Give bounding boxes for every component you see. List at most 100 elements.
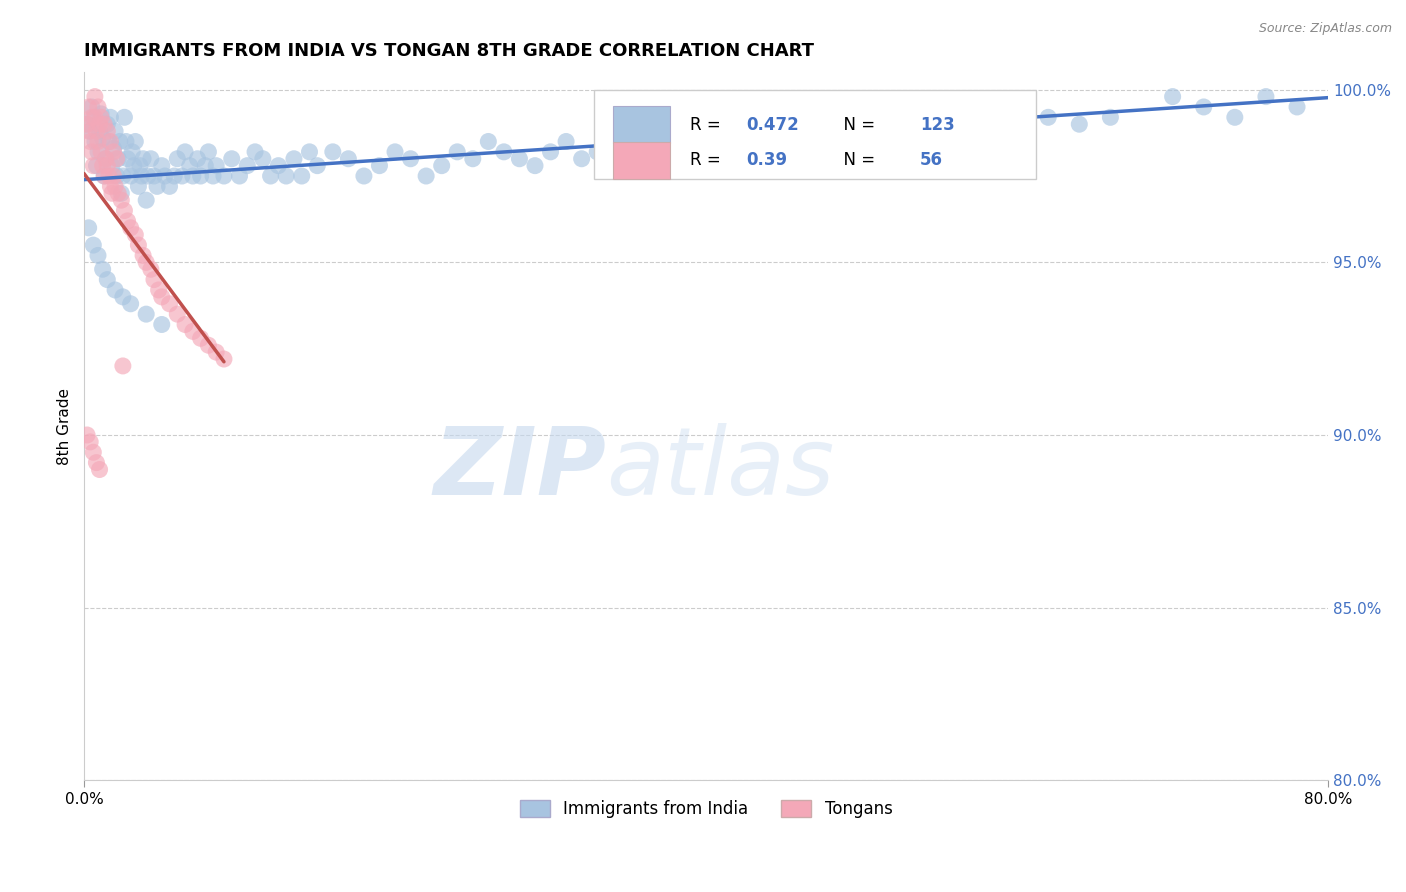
Point: [94, 152, 117, 166]
Point: [83, 111, 105, 125]
Point: [87, 135, 110, 149]
Text: N =: N =: [832, 152, 880, 169]
Point: [194, 159, 217, 173]
Point: [633, 135, 655, 149]
Point: [298, 145, 321, 159]
Point: [79, 135, 101, 149]
Point: [205, 159, 228, 173]
Text: IMMIGRANTS FROM INDIA VS TONGAN 8TH GRADE CORRELATION CHART: IMMIGRANTS FROM INDIA VS TONGAN 8TH GRAD…: [84, 42, 814, 60]
Point: [80, 111, 103, 125]
Point: [86, 456, 108, 470]
Point: [186, 152, 208, 166]
Point: [105, 169, 128, 183]
Point: [77, 220, 100, 235]
Point: [83, 135, 105, 149]
Point: [190, 331, 212, 345]
Text: atlas: atlas: [606, 424, 835, 515]
Point: [83, 89, 105, 103]
Point: [1005, 100, 1028, 114]
Text: 56: 56: [920, 152, 943, 169]
Point: [104, 283, 127, 297]
Point: [80, 100, 103, 114]
Point: [108, 135, 131, 149]
Point: [135, 307, 157, 321]
Point: [82, 111, 104, 125]
Point: [679, 135, 702, 149]
Point: [283, 152, 305, 166]
Point: [159, 179, 181, 194]
Point: [307, 159, 329, 173]
Point: [120, 220, 142, 235]
Point: [97, 135, 120, 149]
Point: [322, 145, 344, 159]
Point: [146, 179, 169, 194]
Point: [111, 290, 134, 304]
Point: [741, 124, 763, 138]
Point: [100, 135, 122, 149]
Point: [91, 159, 114, 173]
Point: [648, 145, 671, 159]
Point: [93, 169, 115, 183]
Point: [131, 169, 153, 183]
Point: [96, 117, 118, 131]
Point: [190, 169, 212, 183]
Point: [1038, 111, 1060, 125]
Point: [77, 100, 100, 114]
Point: [143, 272, 166, 286]
Point: [94, 152, 117, 166]
Text: ZIP: ZIP: [433, 423, 606, 515]
Point: [107, 186, 129, 201]
Point: [789, 124, 811, 138]
Point: [205, 345, 228, 359]
Point: [695, 124, 717, 138]
Point: [772, 117, 794, 131]
Point: [143, 169, 166, 183]
Point: [756, 135, 779, 149]
Point: [111, 359, 134, 373]
Point: [974, 111, 997, 125]
Point: [267, 159, 290, 173]
Y-axis label: 8th Grade: 8th Grade: [58, 388, 72, 465]
Point: [103, 141, 125, 155]
Point: [82, 159, 104, 173]
Text: 0.472: 0.472: [745, 116, 799, 134]
Point: [132, 248, 155, 262]
Point: [212, 351, 235, 366]
Point: [586, 145, 609, 159]
Point: [159, 297, 181, 311]
Point: [236, 159, 259, 173]
Point: [477, 135, 499, 149]
Point: [117, 152, 139, 166]
Point: [1099, 111, 1122, 125]
Point: [148, 283, 170, 297]
Point: [710, 135, 733, 149]
Point: [110, 193, 132, 207]
Point: [139, 262, 162, 277]
Point: [291, 169, 314, 183]
Point: [524, 159, 547, 173]
Point: [174, 145, 197, 159]
Point: [121, 145, 143, 159]
Point: [851, 111, 873, 125]
Point: [89, 124, 111, 138]
Point: [384, 145, 406, 159]
Text: Source: ZipAtlas.com: Source: ZipAtlas.com: [1258, 22, 1392, 36]
Text: R =: R =: [690, 152, 725, 169]
Point: [87, 145, 110, 159]
Point: [122, 159, 145, 173]
Point: [103, 169, 125, 183]
Point: [90, 111, 112, 125]
Point: [212, 169, 235, 183]
Point: [135, 193, 157, 207]
Point: [555, 135, 578, 149]
Point: [725, 117, 748, 131]
Point: [259, 169, 281, 183]
Point: [243, 145, 266, 159]
Point: [276, 169, 298, 183]
Point: [86, 159, 108, 173]
Point: [1223, 111, 1246, 125]
Point: [228, 169, 250, 183]
Point: [103, 145, 125, 159]
Point: [882, 117, 904, 131]
Point: [461, 152, 484, 166]
